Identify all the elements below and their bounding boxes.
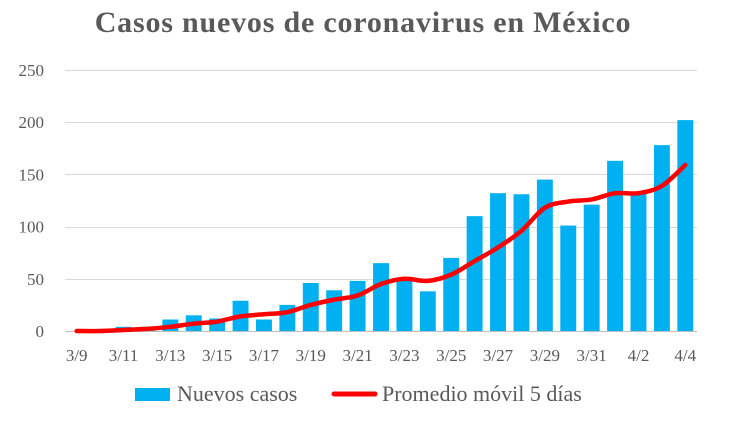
bar-3-22 — [373, 263, 389, 331]
bar-3-26 — [466, 216, 483, 331]
chart-title: Casos nuevos de coronavirus en México — [95, 6, 632, 39]
bar-4-2 — [630, 193, 647, 331]
bar-3-21 — [349, 280, 366, 331]
bar-3-17 — [256, 319, 272, 331]
bar-3-23 — [396, 277, 413, 331]
bar-3-28 — [513, 194, 530, 331]
bar-3-30 — [560, 225, 577, 331]
x-axis-tick-labels: 3/9 3/11 3/13 3/15 3/17 3/19 3/21 3/23 3/25 3/27 3… — [66, 346, 697, 365]
x-tick-label: 3/23 — [389, 346, 419, 365]
legend: Nuevos casos Promedio móvil 5 días — [135, 381, 582, 406]
x-tick-label: 3/31 — [577, 346, 607, 365]
bar-4-1 — [607, 160, 624, 331]
bar-series-nuevos-casos — [115, 120, 694, 331]
y-axis-tick-labels: 0 50 100 150 200 250 — [19, 61, 45, 341]
y-tick-label: 250 — [19, 61, 45, 80]
x-tick-label: 3/15 — [202, 346, 232, 365]
y-tick-label: 150 — [19, 165, 45, 184]
legend-label-nuevos-casos: Nuevos casos — [177, 381, 297, 406]
bar-3-24 — [419, 291, 436, 331]
bar-3-31 — [583, 204, 600, 331]
x-tick-label: 4/4 — [674, 346, 696, 365]
bar-3-29 — [536, 179, 553, 331]
y-tick-label: 50 — [27, 270, 44, 289]
x-tick-label: 3/9 — [66, 346, 88, 365]
x-tick-label: 3/25 — [436, 346, 466, 365]
y-tick-label: 200 — [19, 113, 45, 132]
y-tick-label: 0 — [36, 322, 45, 341]
bar-3-25 — [443, 257, 460, 331]
bar-4-3 — [653, 145, 670, 331]
x-tick-label: 4/2 — [628, 346, 650, 365]
bar-3-20 — [326, 290, 343, 331]
x-tick-label: 3/11 — [109, 346, 139, 365]
x-tick-label: 3/13 — [155, 346, 185, 365]
bar-4-4 — [677, 120, 694, 331]
bar-3-27 — [490, 193, 506, 331]
legend-swatch-nuevos-casos — [135, 388, 170, 401]
x-tick-label: 3/19 — [296, 346, 326, 365]
x-tick-label: 3/27 — [483, 346, 514, 365]
y-tick-label: 100 — [19, 218, 45, 237]
line-series-promedio-movil — [74, 162, 688, 334]
x-tick-label: 3/29 — [530, 346, 560, 365]
legend-label-promedio-movil: Promedio móvil 5 días — [382, 381, 582, 406]
x-tick-label: 3/17 — [249, 346, 280, 365]
x-tick-label: 3/21 — [342, 346, 372, 365]
